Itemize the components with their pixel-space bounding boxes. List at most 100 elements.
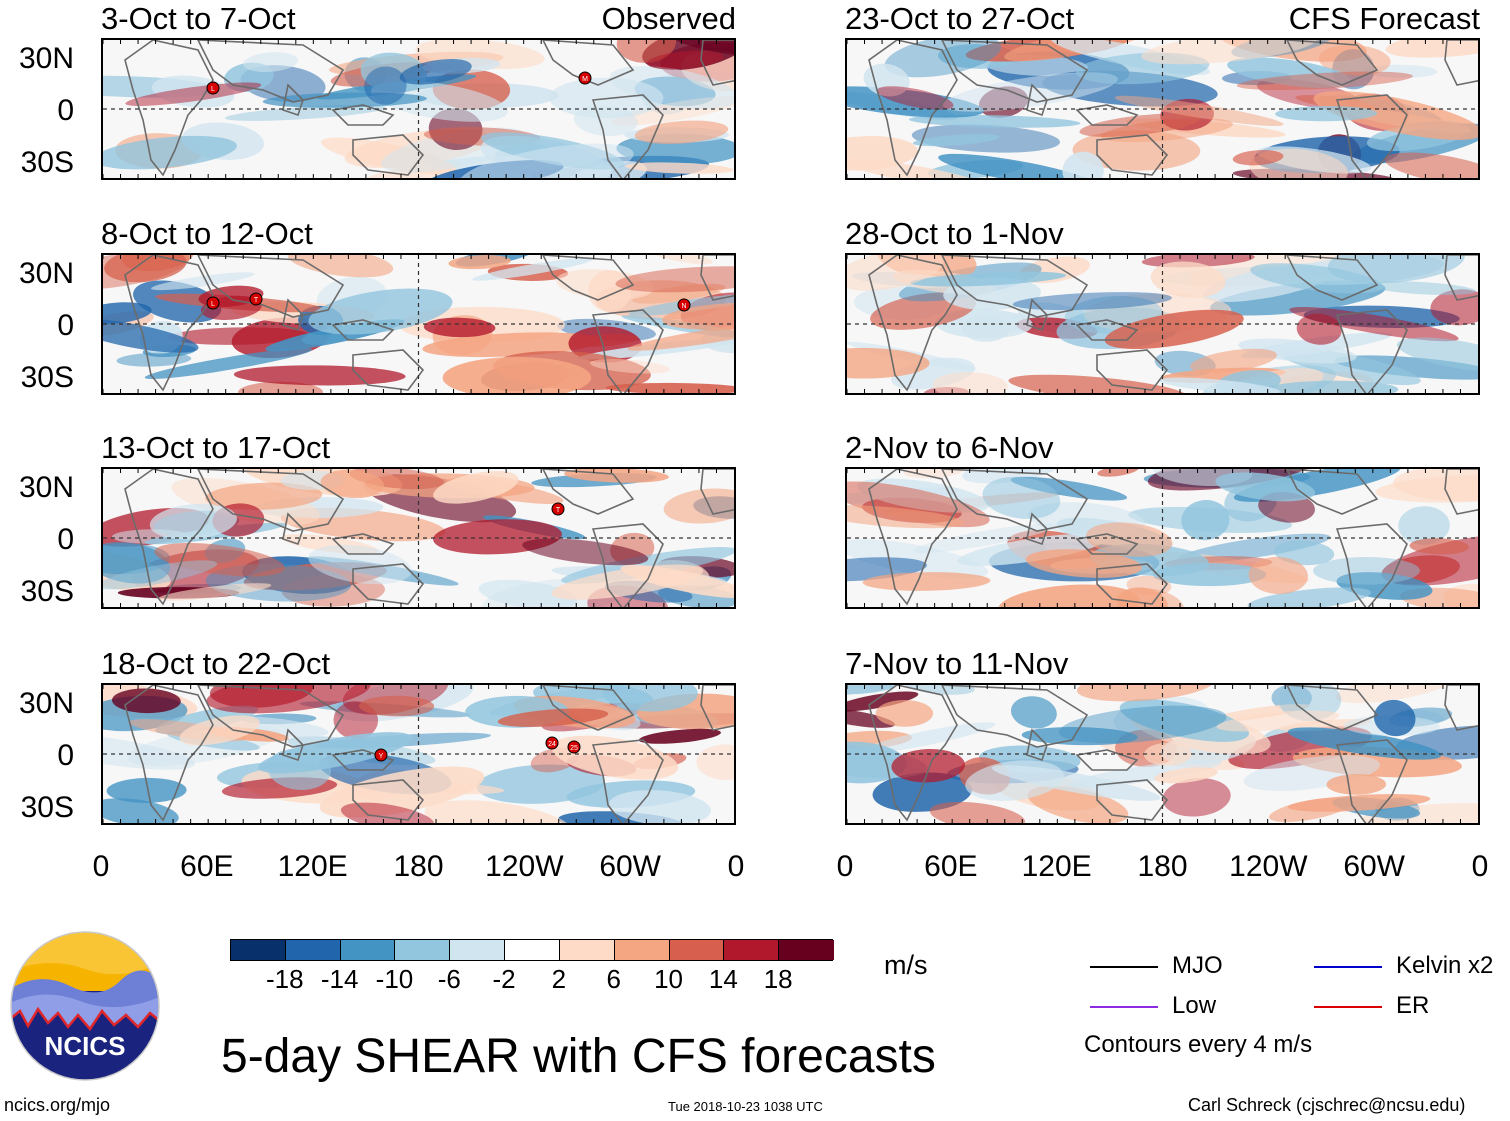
- timestamp: Tue 2018-10-23 1038 UTC: [668, 1099, 823, 1114]
- lon-label: 120E: [277, 850, 348, 883]
- lat-label: 0: [57, 523, 74, 556]
- svg-text:L: L: [211, 301, 215, 308]
- units-label: m/s: [884, 950, 928, 980]
- shear-map: [845, 683, 1480, 825]
- storm-marker: 25: [567, 740, 581, 754]
- lat-label: 30N: [18, 471, 74, 504]
- colorbar-label: 18: [763, 964, 793, 994]
- panel-title: 8-Oct to 12-Oct: [101, 216, 313, 251]
- colorbar-swatch: [724, 940, 780, 960]
- lat-label: 0: [57, 94, 74, 127]
- legend-line: [1314, 1006, 1382, 1008]
- lat-label: 0: [57, 309, 74, 342]
- svg-text:24: 24: [548, 741, 556, 748]
- colorbar-swatch: [285, 940, 341, 960]
- svg-text:L: L: [211, 86, 215, 93]
- panel-title: 13-Oct to 17-Oct: [101, 430, 331, 465]
- colorbar-swatch: [231, 940, 286, 960]
- shear-map: Y 24 25: [101, 683, 736, 825]
- observed-label: Observed: [601, 1, 736, 36]
- lon-label: 0: [836, 850, 854, 883]
- legend-label: Low: [1172, 992, 1217, 1019]
- svg-text:N: N: [681, 303, 686, 310]
- contours-note: Contours every 4 m/s: [1084, 1031, 1313, 1058]
- svg-text:Y: Y: [379, 753, 384, 760]
- lat-label: 30S: [20, 791, 74, 824]
- site-url: ncics.org/mjo: [4, 1095, 111, 1115]
- shear-map: [845, 467, 1480, 609]
- lon-label: 180: [1137, 850, 1188, 883]
- colorbar-label: -2: [492, 964, 516, 994]
- ncics-logo: NCICS: [10, 931, 160, 1081]
- author: Carl Schreck (cjschrec@ncsu.edu): [1188, 1095, 1466, 1115]
- colorbar-label: 10: [654, 964, 683, 994]
- lon-label: 120W: [485, 850, 564, 883]
- colorbar-label: 14: [708, 964, 738, 994]
- colorbar-swatch: [450, 940, 506, 960]
- lat-label: 30S: [20, 361, 74, 394]
- colorbar-swatch: [505, 940, 560, 960]
- svg-text:M: M: [582, 76, 588, 83]
- lat-label: 30N: [18, 257, 74, 290]
- shear-map: [845, 38, 1480, 180]
- lon-label: 0: [727, 850, 745, 883]
- legend-line: [1090, 1006, 1158, 1008]
- storm-marker: Y: [374, 748, 388, 762]
- storm-marker: 24: [545, 736, 559, 750]
- shear-map: T: [101, 467, 736, 609]
- colorbar-label: -6: [437, 964, 461, 994]
- panel-title: 2-Nov to 6-Nov: [845, 430, 1054, 465]
- shear-map: [845, 253, 1480, 395]
- colorbar-swatch: [779, 940, 834, 960]
- lon-label: 60E: [180, 850, 234, 883]
- storm-marker: T: [249, 292, 263, 306]
- colorbar-swatch: [669, 940, 725, 960]
- colorbar-label: -10: [375, 964, 414, 994]
- lon-label: 60E: [924, 850, 978, 883]
- colorbar: [230, 939, 834, 961]
- legend-label: Kelvin x2: [1396, 952, 1494, 979]
- lon-label: 60W: [1343, 850, 1405, 883]
- colorbar-swatch: [559, 940, 615, 960]
- colorbar-label: -18: [266, 964, 304, 994]
- legend-label: ER: [1396, 992, 1430, 1019]
- lon-label: 120W: [1229, 850, 1308, 883]
- colorbar-label: -14: [320, 964, 359, 994]
- lat-label: 30S: [20, 146, 74, 179]
- lat-label: 30N: [18, 687, 74, 720]
- storm-marker: L: [206, 296, 220, 310]
- storm-marker: M: [578, 71, 592, 85]
- lon-label: 0: [1471, 850, 1489, 883]
- svg-text:T: T: [254, 297, 259, 304]
- colorbar-label: 2: [551, 964, 567, 994]
- legend-line: [1090, 966, 1158, 968]
- lon-label: 120E: [1021, 850, 1092, 883]
- storm-marker: T: [551, 502, 565, 516]
- svg-text:25: 25: [570, 745, 578, 752]
- svg-text:T: T: [556, 507, 561, 514]
- colorbar-swatch: [340, 940, 396, 960]
- storm-marker: N: [677, 298, 691, 312]
- logo-text: NCICS: [45, 1031, 126, 1061]
- figure-title: 5-day SHEAR with CFS forecasts: [221, 1030, 936, 1083]
- panel-title: 23-Oct to 27-Oct: [845, 1, 1075, 36]
- legend-line: [1314, 966, 1382, 968]
- colorbar-swatch: [395, 940, 451, 960]
- lon-label: 60W: [599, 850, 661, 883]
- lon-label: 180: [393, 850, 444, 883]
- lat-label: 0: [57, 739, 74, 772]
- panel-title: 28-Oct to 1-Nov: [845, 216, 1064, 251]
- panel-title: 3-Oct to 7-Oct: [101, 1, 296, 36]
- forecast-label: CFS Forecast: [1288, 1, 1480, 36]
- panel-title: 7-Nov to 11-Nov: [845, 646, 1069, 681]
- legend-label: MJO: [1172, 952, 1223, 979]
- lon-label: 0: [92, 850, 110, 883]
- colorbar-label: 6: [606, 964, 621, 994]
- panel-title: 18-Oct to 22-Oct: [101, 646, 331, 681]
- colorbar-swatch: [614, 940, 670, 960]
- storm-marker: L: [206, 81, 220, 95]
- lat-label: 30N: [18, 42, 74, 75]
- lat-label: 30S: [20, 575, 74, 608]
